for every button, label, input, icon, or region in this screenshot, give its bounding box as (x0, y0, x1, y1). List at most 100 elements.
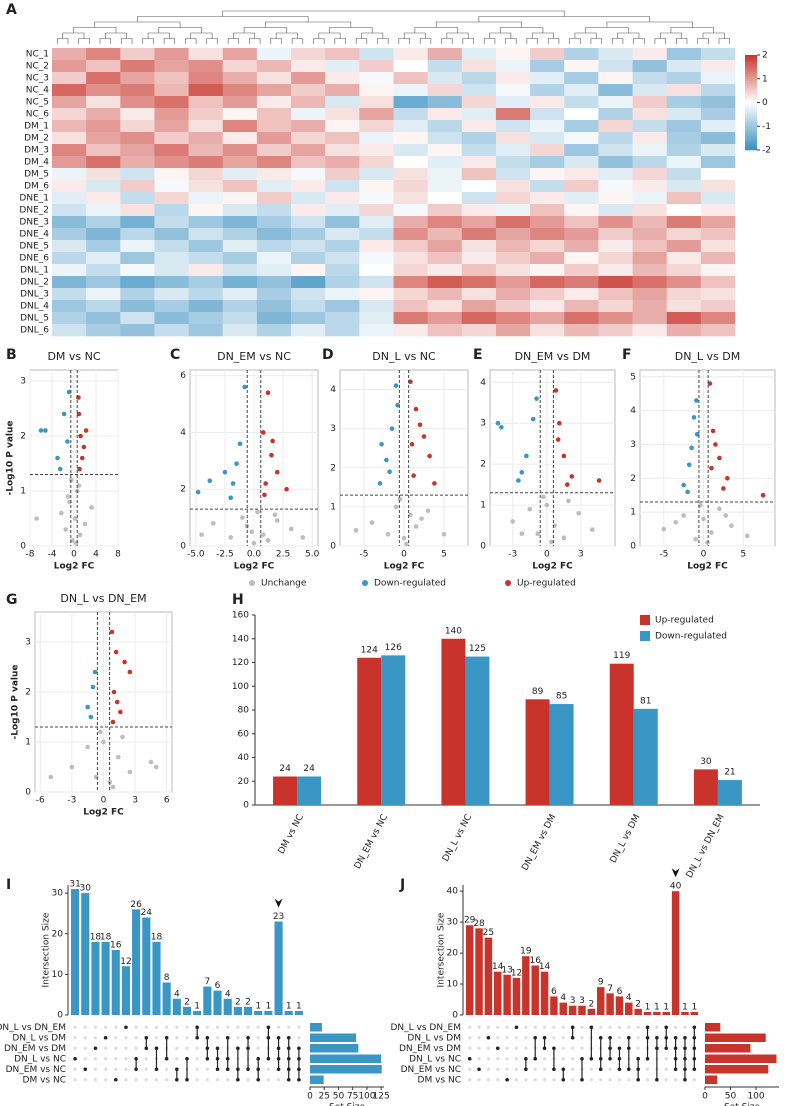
intersection-bar (111, 950, 120, 1015)
intersection-bar (653, 1011, 661, 1015)
intersection-bar (475, 928, 483, 1015)
colorbar-label: 0 (762, 98, 768, 108)
volcano-point (57, 466, 63, 472)
volcano-point (249, 529, 254, 535)
heatmap-cell (495, 132, 531, 145)
set-name: DN_EM vs NC (6, 1065, 66, 1075)
matrix-dot-active (608, 1035, 612, 1040)
matrix-dot-active (246, 1046, 250, 1051)
matrix-dot-active (113, 1077, 118, 1082)
matrix-dot-active (215, 1046, 220, 1051)
heatmap-cell (632, 144, 667, 157)
volcano-point (222, 469, 228, 475)
heatmap-cell (86, 72, 121, 85)
bar-value-label: 119 (613, 651, 630, 661)
matrix-dot-active (154, 1046, 159, 1051)
intersection-bar (465, 925, 474, 1015)
bar-value-label: 4 (225, 989, 231, 999)
heatmap-cell (564, 264, 599, 277)
heatmap-cell (393, 120, 428, 133)
bar (273, 776, 298, 805)
bar (297, 776, 322, 805)
intersection-bar (162, 982, 171, 1015)
heatmap-cell (120, 60, 155, 73)
dendrogram (361, 32, 384, 39)
heatmap-cell (632, 72, 667, 85)
intersection-bar (284, 1010, 293, 1015)
heatmap-cell (427, 180, 463, 193)
matrix-dot (496, 1025, 500, 1029)
matrix-dot (496, 1078, 500, 1082)
volcano-point (535, 531, 541, 537)
bar-value-label: 21 (724, 768, 735, 778)
volcano-point (387, 469, 392, 474)
matrix-dot-active (246, 1067, 250, 1072)
matrix-dot (226, 1078, 230, 1082)
y-tick-label: 3 (25, 638, 31, 648)
matrix-dot (175, 1036, 179, 1040)
matrix-dot (589, 1067, 593, 1071)
dendrogram (73, 27, 117, 33)
y-tick-label: 4 (180, 428, 186, 438)
intersection-bar (172, 998, 181, 1015)
heatmap-cell (154, 144, 189, 157)
intersection-bar (606, 993, 614, 1015)
heatmap-cell (222, 264, 258, 277)
bar-value-label: 1 (194, 1001, 200, 1011)
heatmap-cell (222, 276, 258, 289)
matrix-dot-active (195, 1025, 199, 1030)
colorbar (745, 95, 757, 99)
heatmap-cell (393, 72, 428, 85)
heatmap-cell (666, 228, 702, 241)
heatmap-cell (256, 300, 292, 313)
volcano-point (228, 495, 234, 501)
heatmap-cell (632, 84, 667, 97)
heatmap-cell (666, 180, 702, 193)
heatmap-cell (700, 288, 736, 301)
heatmap-cell (188, 264, 224, 277)
intersection-bar (587, 1008, 596, 1015)
x-tick-label: 0 (101, 796, 107, 806)
heatmap-cell (256, 204, 292, 217)
volcano-point (255, 509, 260, 515)
heatmap-cell (530, 132, 565, 145)
volcano-point (413, 524, 419, 529)
heatmap-cell (393, 240, 428, 253)
heatmap-cell (291, 60, 326, 73)
set-size-bar (705, 1075, 718, 1084)
matrix-dot-active (552, 1046, 556, 1051)
colorbar (745, 135, 757, 139)
heatmap-cell (291, 84, 326, 97)
bar-value-label: 6 (617, 987, 623, 997)
heatmap-cell (86, 60, 121, 73)
matrix-dot (297, 1025, 301, 1029)
heatmap-cell (461, 60, 497, 73)
matrix-dot (266, 1067, 270, 1071)
matrix-dot (542, 1067, 547, 1071)
bar-value-label: 30 (80, 884, 92, 894)
matrix-dot (287, 1025, 291, 1029)
heatmap-cell (632, 288, 667, 301)
bar-value-label: 12 (511, 968, 522, 978)
matrix-dot (496, 1036, 500, 1040)
matrix-dot-active (144, 1046, 149, 1051)
volcano-point (686, 462, 692, 468)
matrix-dot-active (276, 1067, 281, 1072)
heatmap-cell (598, 84, 633, 97)
intersection-bar (193, 1010, 202, 1015)
matrix-dot (93, 1025, 98, 1029)
y-tick-label: 0 (243, 801, 249, 811)
matrix-dot-active (692, 1046, 697, 1051)
row-label: DNE_4 (19, 230, 49, 240)
volcano-point (65, 494, 71, 499)
heatmap-cell (188, 96, 224, 109)
matrix-dot (542, 1025, 547, 1029)
heatmap-cell (188, 240, 224, 253)
heatmap-cell (256, 108, 292, 121)
heatmap-cell (154, 60, 189, 73)
heatmap-cell (86, 228, 121, 241)
heatmap-cell (598, 168, 633, 181)
heatmap-cell (188, 84, 224, 97)
intersection-bar (213, 990, 222, 1015)
